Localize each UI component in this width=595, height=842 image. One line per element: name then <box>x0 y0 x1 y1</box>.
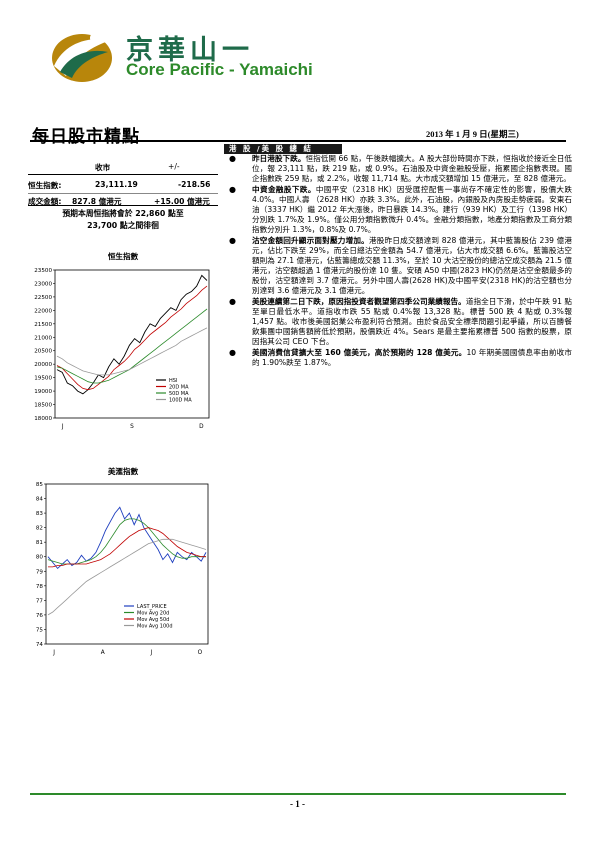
series-line-mov-avg-100d <box>47 538 207 616</box>
hsi-chart-title: 恒生指數 <box>107 252 139 261</box>
y-tick-label: 22500 <box>34 295 52 301</box>
legend-label: 20D MA <box>169 385 189 391</box>
series-line-100d-ma <box>56 327 208 376</box>
y-tick-label: 75 <box>36 627 44 633</box>
x-tick-label: S <box>130 424 134 430</box>
hsi-chart: 18000 18500 19000 19500 20000 20500 21000 21500… <box>34 268 210 430</box>
summary-bullets: 昨日港股下跌。恒指低開 66 點，午後跌幅擴大。A 股大部份時間亦下跌，恒指收於… <box>226 154 572 369</box>
brand-name-english: Core Pacific - Yamaichi <box>126 60 313 79</box>
row-value-turnover-close: 827.8 億港元 <box>72 197 122 206</box>
y-tick-label: 22000 <box>34 308 52 314</box>
legend-label: LAST_PRICE <box>137 604 167 610</box>
table-rule-top <box>28 174 218 175</box>
y-tick-label: 84 <box>36 497 44 503</box>
bullet-item: 昨日港股下跌。恒指低開 66 點，午後跌幅擴大。A 股大部份時間亦下跌，恒指收於… <box>226 154 572 184</box>
weekly-forecast: 預期本周恒指將會於 22,860 點至 23,700 點之間徘徊 <box>28 208 218 232</box>
y-tick-label: 81 <box>36 540 44 546</box>
legend-label: HSI <box>169 378 177 384</box>
y-tick-label: 20500 <box>34 349 52 355</box>
bullet-text: 港股昨日成交額達到 828 億港元，其中藍籌股佔 239 億港元，佔比下跌至 2… <box>252 236 572 295</box>
usd-chart-title: 美滙指數 <box>107 467 139 476</box>
bullet-item: 美股連續第二日下跌，原因指投資者觀望第四季公司業績報告。道指全日下滑，於中午跌 … <box>226 297 572 347</box>
bullet-item: 美國消費信貸擴大至 160 億美元，高於預期的 128 億美元。10 年期美國國… <box>226 348 572 368</box>
table-rule-bottom <box>28 205 218 206</box>
table-rule-mid <box>28 193 218 194</box>
bullet-text: 道指全日下滑，於中午跌 91 點至單日最低水平。道指收市跌 55 點或 0.4%… <box>252 297 572 346</box>
y-tick-label: 74 <box>36 642 44 648</box>
row-label-turnover: 成交金額: <box>28 197 62 206</box>
bullet-lead: 美國消費信貸擴大至 160 億美元，高於預期的 128 億美元。 <box>252 348 467 357</box>
bullet-lead: 沽空金額回升顯示面對壓力增加。 <box>252 236 369 245</box>
y-tick-label: 20000 <box>34 362 52 368</box>
col-header-change: +/- <box>168 162 180 171</box>
title-divider <box>30 140 566 142</box>
series-line-hsi <box>56 274 208 395</box>
col-header-close: 收市 <box>95 163 111 172</box>
document-date: 2013 年 1 月 9 日(星期三) <box>426 129 519 139</box>
document-title: 每日股市精點 <box>32 127 140 146</box>
legend-label: 50D MA <box>169 391 189 397</box>
y-tick-label: 23500 <box>34 268 52 274</box>
bullet-item: 沽空金額回升顯示面對壓力增加。港股昨日成交額達到 828 億港元，其中藍籌股佔 … <box>226 236 572 296</box>
bullet-lead: 中資金融股下跌。 <box>252 185 316 194</box>
y-tick-label: 80 <box>36 555 44 561</box>
x-tick-label: J <box>61 424 64 430</box>
row-label-hsi: 恒生指數: <box>28 181 62 190</box>
forecast-line-1: 預期本周恒指將會於 22,860 點至 <box>62 209 184 218</box>
hsi-plot-frame <box>54 269 210 419</box>
y-tick-label: 79 <box>36 569 44 575</box>
row-value-hsi-change: -218.56 <box>178 180 211 189</box>
y-tick-label: 18500 <box>34 403 52 409</box>
section-header-bar <box>224 144 342 154</box>
legend-label: Mov Avg 20d <box>137 611 169 617</box>
company-logo-icon <box>52 32 112 82</box>
y-tick-label: 77 <box>36 598 44 604</box>
y-tick-label: 21000 <box>34 335 52 341</box>
y-tick-label: 78 <box>36 584 44 590</box>
bullet-lead: 美股連續第二日下跌，原因指投資者觀望第四季公司業績報告。 <box>252 297 466 306</box>
bullet-lead: 昨日港股下跌。 <box>252 154 306 163</box>
x-tick-label: O <box>198 650 203 656</box>
y-tick-label: 18000 <box>34 416 52 422</box>
x-tick-label: J <box>149 650 152 656</box>
y-tick-label: 76 <box>36 613 44 619</box>
usd-chart: 74 75 76 77 78 79 80 81 82 83 84 85 J A J O LAST_PRICE… <box>36 482 209 656</box>
bullet-item: 中資金融股下跌。中國平安（2318 HK）因受匯控配售一事尚存不確定性的影響，股… <box>226 185 572 235</box>
legend-label: Mov Avg 50d <box>137 617 169 623</box>
bullet-text: 中國平安（2318 HK）因受匯控配售一事尚存不確定性的影響，股價大跌 4.0%… <box>252 185 572 234</box>
bullet-text: 10 年期美國國債息率由前收市的 1.90%跌至 1.87%。 <box>252 348 572 367</box>
y-tick-label: 19000 <box>34 389 52 395</box>
y-tick-label: 85 <box>36 482 44 488</box>
x-tick-label: J <box>52 650 55 656</box>
x-tick-label: A <box>101 650 105 656</box>
x-tick-label: D <box>199 424 204 430</box>
forecast-line-2: 23,700 點之間徘徊 <box>87 221 159 230</box>
brand-name-chinese: 京華山一 <box>126 35 254 66</box>
legend-label: Mov Avg 100d <box>137 624 173 630</box>
y-tick-label: 21500 <box>34 322 52 328</box>
series-line-mov-avg-50d <box>48 527 206 568</box>
footer-divider <box>30 793 566 795</box>
page-number: - 1 - <box>290 799 305 809</box>
row-value-turnover-change: +15.00 億港元 <box>154 197 210 206</box>
series-line-20d-ma <box>56 285 208 391</box>
series-line-50d-ma <box>56 308 208 384</box>
legend-label: 100D MA <box>169 398 192 404</box>
row-value-hsi-close: 23,111.19 <box>95 180 138 189</box>
y-tick-label: 19500 <box>34 376 52 382</box>
y-tick-label: 82 <box>36 526 43 532</box>
bullet-text: 恒指低開 66 點，午後跌幅擴大。A 股大部份時間亦下跌，恒指收於接近全日低位，… <box>252 154 572 183</box>
y-tick-label: 83 <box>36 511 44 517</box>
y-tick-label: 23000 <box>34 281 52 287</box>
section-header-label: 港 股 /美 股 總 結 <box>229 144 313 153</box>
